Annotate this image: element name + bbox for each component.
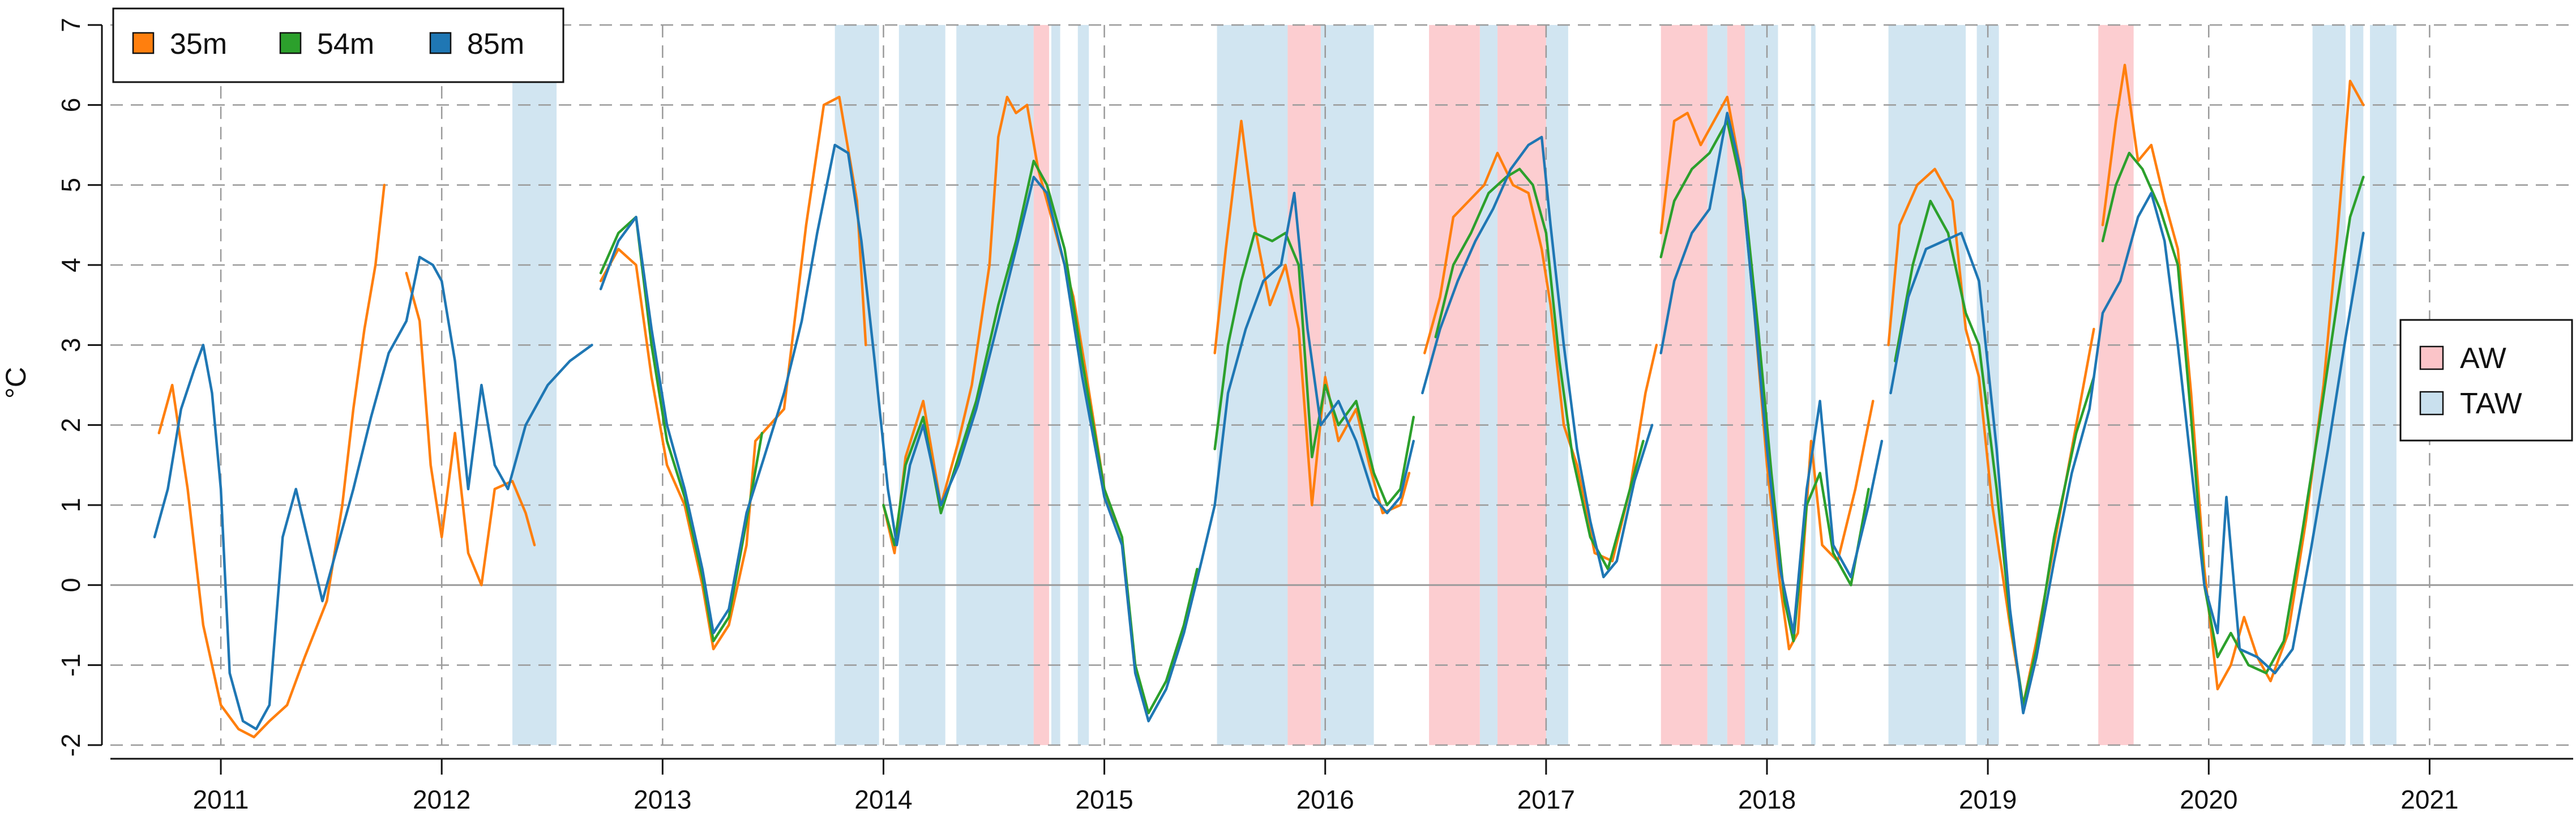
- region-aw-4: [1661, 25, 1708, 745]
- x-axis: 2011 2012 2013 2014 2015 2016 2017 2018 2019 2020…: [110, 758, 2573, 814]
- x-tick-label-7: 2018: [1738, 785, 1796, 814]
- series-85m-segment-3: [1659, 112, 1884, 635]
- region-taw-2: [898, 25, 945, 745]
- series-35m-segment-0: [157, 183, 386, 738]
- y-tick-label-4: 2: [56, 418, 85, 433]
- y-tick-label-3: 1: [56, 498, 85, 512]
- series-35m-segment-1: [405, 271, 536, 587]
- region-taw-12: [1811, 25, 1816, 745]
- series-54m-segment-3: [1434, 168, 1645, 571]
- series-35m-segment-4: [1213, 119, 1411, 515]
- y-tick-label-2: 0: [56, 578, 85, 592]
- region-taw-17: [2350, 25, 2364, 745]
- legend-label-54m: 54m: [317, 28, 374, 61]
- region-taw-13: [1888, 25, 1966, 745]
- region-aw-2: [1429, 25, 1480, 745]
- region-aw-6: [2098, 25, 2134, 745]
- series-35m-segment-5: [1423, 151, 1658, 563]
- x-tick-label-9: 2020: [2180, 785, 2237, 814]
- series-54m-segment-4: [1659, 119, 1870, 643]
- series-lines: [153, 63, 2365, 738]
- legend-swatch-35m: [132, 32, 155, 54]
- region-aw-3: [1497, 25, 1546, 745]
- series-85m-segment-4: [1889, 191, 2365, 715]
- series-85m-segment-2: [1421, 135, 1654, 579]
- y-tick-label-1: -1: [56, 653, 85, 677]
- region-taw-15: [2370, 25, 2397, 745]
- x-tick-label-0: 2011: [193, 785, 249, 814]
- region-taw-0: [512, 25, 557, 745]
- series-54m-segment-5: [1894, 199, 2095, 707]
- region-taw-7: [1320, 25, 1374, 745]
- legend-label-85m: 85m: [467, 28, 524, 61]
- x-tick-label-10: 2021: [2400, 785, 2458, 814]
- x-tick-label-8: 2019: [1959, 785, 2017, 814]
- legend-label-AW: AW: [2460, 342, 2506, 375]
- region-taw-3: [956, 25, 1034, 745]
- region-taw-6: [1217, 25, 1288, 745]
- region-taw-16: [2312, 25, 2346, 745]
- legend-series: 35m 54m 85m: [112, 7, 564, 83]
- legend-regimes: AW TAW: [2399, 319, 2573, 442]
- region-taw-10: [1707, 25, 1727, 745]
- legend-swatch-54m: [279, 32, 302, 54]
- legend-swatch-AW: [2419, 345, 2444, 370]
- legend-regimes-box: [2399, 319, 2573, 442]
- series-85m-segment-1: [599, 143, 1415, 723]
- legend-label-TAW: TAW: [2460, 387, 2522, 420]
- y-tick-label-5: 3: [56, 338, 85, 353]
- x-tick-label-6: 2017: [1517, 785, 1575, 814]
- y-tick-label-0: -2: [56, 733, 85, 756]
- region-aw-0: [1033, 25, 1050, 745]
- y-tick-label-6: 4: [56, 258, 85, 272]
- x-tick-label-2: 2013: [634, 785, 691, 814]
- legend-series-box: [112, 7, 564, 83]
- y-axis: -2 -1 0 1 2 3 4 5 6 7: [56, 18, 103, 756]
- y-tick-label-9: 7: [56, 18, 85, 32]
- series-35m-segment-3: [882, 96, 1117, 554]
- series-54m-segment-2: [1213, 232, 1415, 507]
- series-35m-segment-2: [599, 96, 867, 651]
- region-taw-1: [835, 25, 879, 745]
- region-taw-9: [1546, 25, 1568, 745]
- series-35m-segment-6: [1659, 96, 1875, 651]
- legend-swatch-85m: [429, 32, 452, 54]
- series-85m-segment-0: [153, 255, 593, 730]
- y-tick-label-8: 6: [56, 98, 85, 113]
- region-taw-4: [1051, 25, 1060, 745]
- legend-label-35m: 35m: [170, 28, 227, 61]
- legend-swatch-TAW: [2419, 391, 2444, 416]
- x-tick-label-3: 2014: [854, 785, 912, 814]
- y-tick-label-7: 5: [56, 178, 85, 193]
- grid: [110, 24, 2573, 746]
- x-tick-label-4: 2015: [1075, 785, 1133, 814]
- series-54m-segment-6: [2101, 151, 2365, 674]
- x-tick-label-1: 2012: [413, 785, 470, 814]
- region-taw-8: [1479, 25, 1498, 745]
- series-54m-segment-0: [599, 216, 764, 643]
- x-tick-label-5: 2016: [1296, 785, 1354, 814]
- y-axis-label: °C: [0, 367, 32, 399]
